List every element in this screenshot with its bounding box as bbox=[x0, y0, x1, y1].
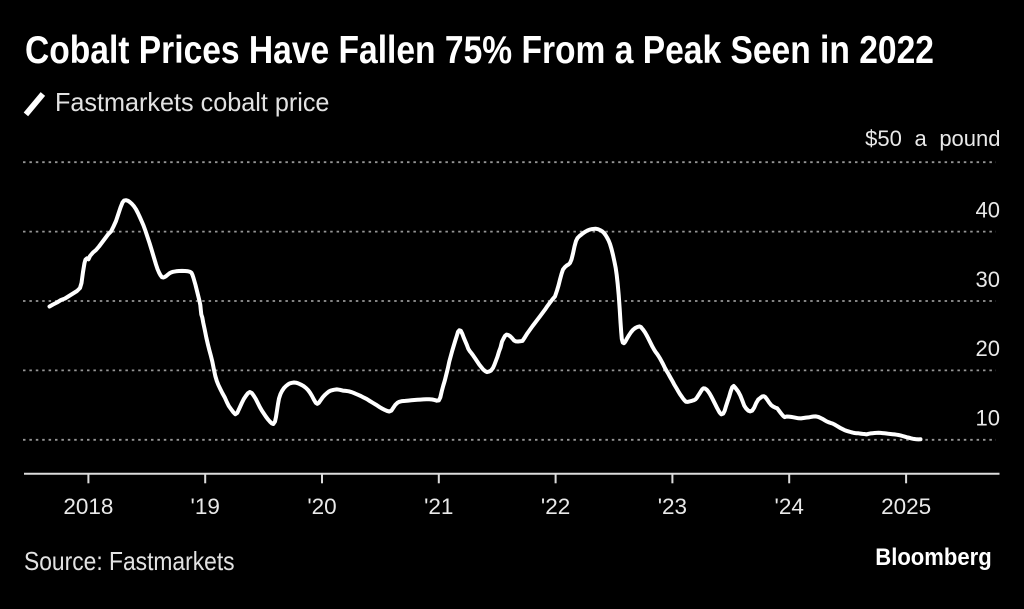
svg-text:'19: '19 bbox=[191, 494, 220, 519]
svg-text:2025: 2025 bbox=[881, 494, 931, 519]
svg-text:30: 30 bbox=[976, 267, 1000, 292]
svg-text:20: 20 bbox=[976, 336, 1000, 361]
svg-text:'21: '21 bbox=[424, 494, 453, 519]
svg-text:'24: '24 bbox=[775, 494, 804, 519]
svg-text:40: 40 bbox=[976, 197, 1000, 222]
svg-text:'22: '22 bbox=[541, 494, 570, 519]
svg-text:10: 10 bbox=[976, 406, 1000, 431]
svg-text:$50 a pound: $50 a pound bbox=[865, 126, 1000, 151]
svg-text:2018: 2018 bbox=[63, 494, 113, 519]
svg-text:'20: '20 bbox=[307, 494, 336, 519]
svg-text:'23: '23 bbox=[658, 494, 687, 519]
